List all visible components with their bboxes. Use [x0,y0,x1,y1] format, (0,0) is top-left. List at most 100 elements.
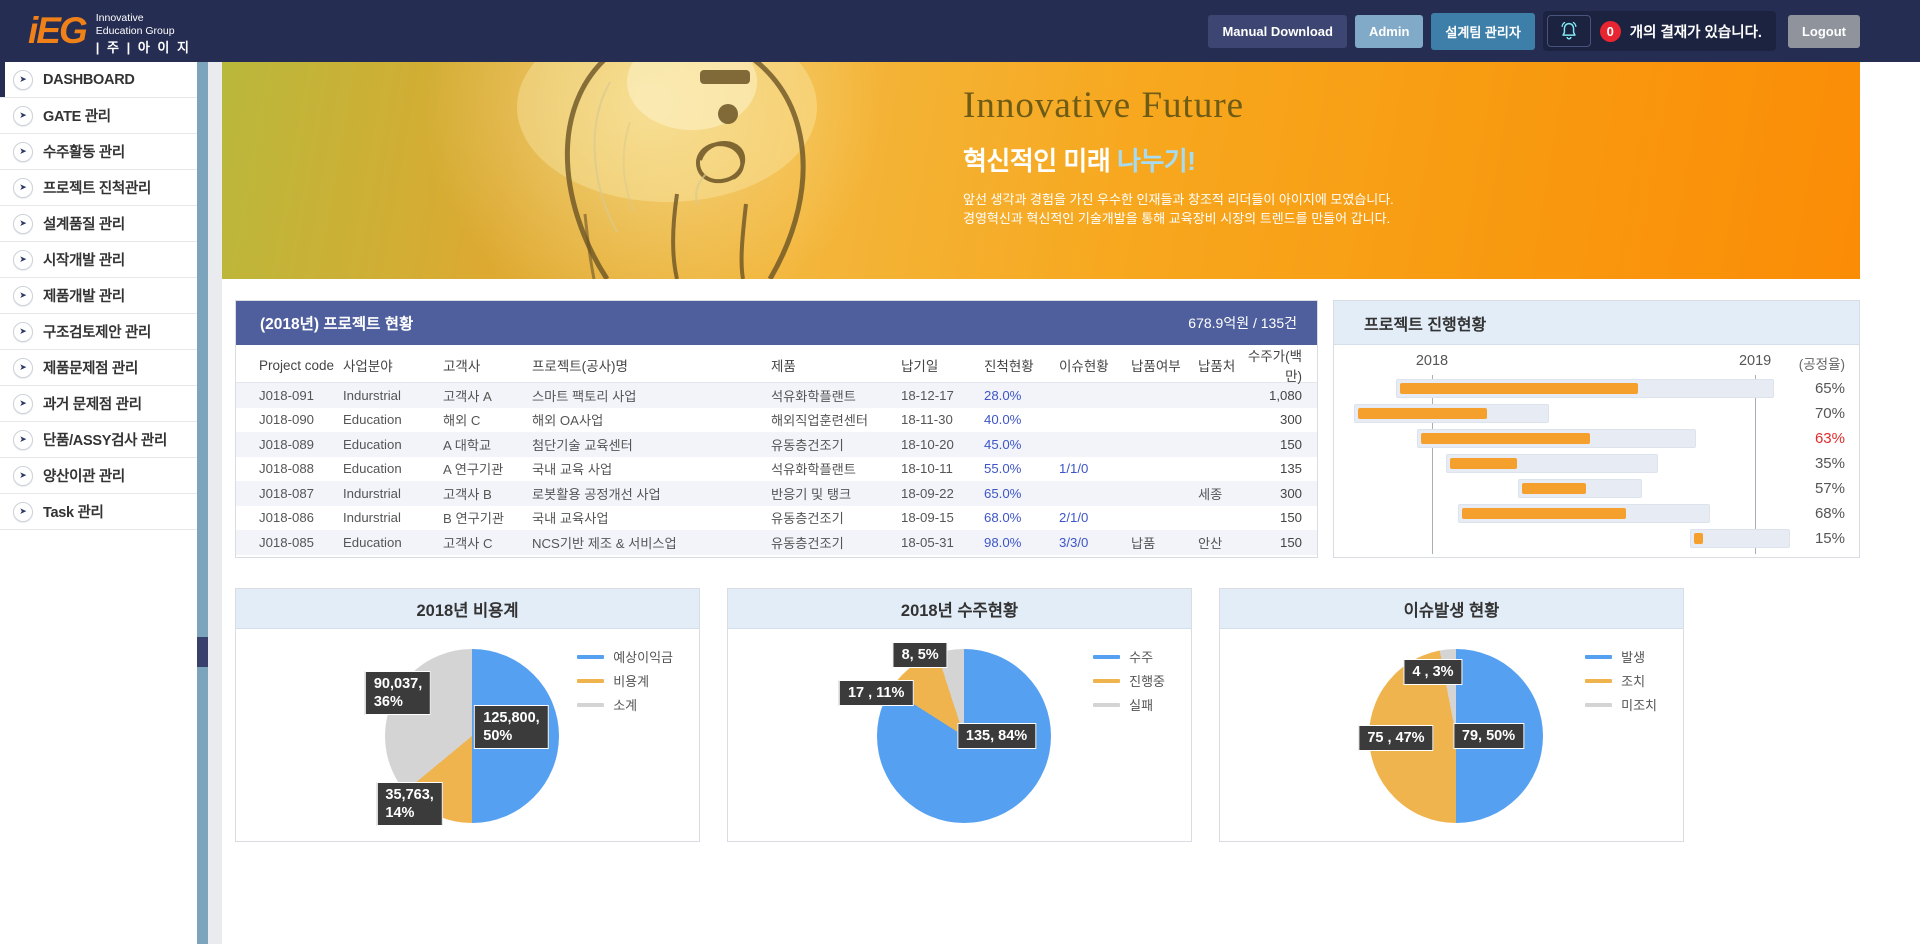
pie-slice-label: 125,800, 50% [474,704,549,749]
legend-swatch [577,702,605,707]
sidebar-item[interactable]: ➤ 프로젝트 진척관리 [0,170,197,206]
gantt-track[interactable] [1445,454,1658,473]
legend-swatch [1585,654,1613,659]
table-cell: 고객사 B [443,486,492,502]
table-cell: 고객사 C [443,535,493,551]
gantt-progress-bar [1693,533,1703,544]
gantt-track[interactable] [1417,429,1697,448]
sidebar-item-label: 양산이관 관리 [43,469,125,485]
gantt-percent-label: 63% [1814,430,1845,447]
legend-item: 실패 [1093,695,1165,714]
sidebar-item[interactable]: ➤ 제품개발 관리 [0,278,197,314]
table-cell-link[interactable]: 65.0% [984,485,1022,501]
sidebar-item[interactable]: ➤ GATE 관리 [0,98,197,134]
pie-slice-label: 8, 5% [892,641,948,668]
table-cell-link[interactable]: 98.0% [984,534,1022,550]
gantt-track[interactable] [1689,529,1790,548]
table-cell-link[interactable]: 28.0% [984,387,1022,403]
table-cell: J018-089 [259,436,314,452]
gantt-progress-bar [1421,433,1590,444]
design-team-admin-button[interactable]: 설계팀 관리자 [1431,12,1535,50]
legend-swatch [1585,678,1613,683]
legend-swatch [1093,678,1121,683]
gantt-track[interactable] [1517,479,1643,498]
column-header: 고객사 [443,359,481,374]
project-progress-panel: 프로젝트 진행현황 2018 2019 (공정율) 65% 70% 63% 35% 57%… [1333,300,1860,558]
sidebar-item-label: Task 관리 [43,505,104,521]
gantt-percent-label: 70% [1814,405,1845,422]
gantt-track[interactable] [1458,504,1711,523]
legend-label: 실패 [1129,698,1154,713]
pie-legend: 수주 진행중 실패 [1093,647,1165,719]
table-cell-link[interactable]: 68.0% [984,510,1022,526]
table-cell-link[interactable]: 55.0% [984,461,1022,477]
table-cell: 반응기 및 탱크 [771,486,852,502]
gantt-row [1351,429,1801,448]
table-cell: 18-12-17 [901,387,954,403]
table-row[interactable]: J018-087 Indurstrial 고객사 B 로봇활용 공정개선 사업 반응기 … [236,481,1317,506]
table-row[interactable]: J018-091 Indurstrial 고객사 A 스마트 팩토리 사업 석유화학플랜… [236,383,1317,408]
table-cell: 안산 [1198,535,1223,551]
arrow-right-icon: ➤ [13,465,33,486]
sidebar-scrollbar-thumb[interactable] [197,637,208,667]
table-cell: Education [343,436,402,452]
sidebar-item[interactable]: ➤ 수주활동 관리 [0,134,197,170]
table-cell: J018-088 [259,461,314,477]
table-cell-link[interactable]: 45.0% [984,436,1022,452]
arrow-right-icon: ➤ [13,321,33,342]
gantt-track[interactable] [1354,404,1549,423]
column-header: 납품여부 [1131,359,1181,374]
gantt-progress-bar [1400,383,1639,394]
sidebar-item[interactable]: ➤ 단품/ASSY검사 관리 [0,422,197,458]
sidebar-item[interactable]: ➤ DASHBOARD [0,62,197,98]
sidebar-item-label: 시작개발 관리 [43,253,125,269]
table-cell-link[interactable]: 2/1/0 [1059,510,1089,526]
column-header: 진척현황 [984,359,1034,374]
sidebar-item[interactable]: ➤ 설계품질 관리 [0,206,197,242]
table-row[interactable]: J018-090 Education 해외 C 해외 OA사업 해외직업훈련센터 18-1… [236,408,1317,433]
table-row[interactable]: J018-089 Education A 대학교 첨단기술 교육센터 유동층건조기 18-… [236,432,1317,457]
logout-button[interactable]: Logout [1787,14,1860,48]
pie-chart-panel: 이슈발생 현황 79, 50% 75 , 47% 4 , 3% 발생 조치 미조치 [1219,588,1684,842]
bell-icon [1561,21,1577,40]
admin-button[interactable]: Admin [1354,14,1424,48]
sidebar-item-label: 수주활동 관리 [43,145,125,161]
manual-download-button[interactable]: Manual Download [1208,14,1347,48]
sidebar-item[interactable]: ➤ 과거 문제점 관리 [0,386,197,422]
arrow-right-icon: ➤ [13,429,33,450]
banner-desc-line2: 경영혁신과 혁신적인 기술개발을 통해 교육장비 시장의 트렌드를 만들어 갑니… [963,211,1391,226]
table-cell-link[interactable]: 40.0% [984,412,1022,428]
legend-item: 비용계 [577,671,673,690]
logo-line2: Education Group [95,25,175,37]
table-row[interactable]: J018-085 Education 고객사 C NCS기반 제조 & 서비스업 유동층… [236,530,1317,555]
table-cell: Indurstrial [343,510,401,526]
sidebar-item[interactable]: ➤ Task 관리 [0,494,197,530]
table-cell-link[interactable]: 1/1/0 [1059,461,1089,477]
sidebar-item[interactable]: ➤ 제품문제점 관리 [0,350,197,386]
legend-label: 미조치 [1621,698,1657,713]
sidebar-item[interactable]: ➤ 시작개발 관리 [0,242,197,278]
pie-slice-label: 4 , 3% [1403,658,1463,685]
logo[interactable]: iEG Innovative Education Group | 주 | 아 이… [28,6,191,56]
table-cell: 스마트 팩토리 사업 [532,388,637,404]
sidebar-item[interactable]: ➤ 구조검토제안 관리 [0,314,197,350]
table-cell: 1,080 [1268,387,1302,403]
column-header: 사업분야 [343,359,393,374]
gantt-track[interactable] [1396,379,1774,398]
legend-swatch [1093,654,1121,659]
sidebar-item[interactable]: ➤ 양산이관 관리 [0,458,197,494]
lightbulb-sketch-illustration [517,62,817,279]
table-cell: 300 [1279,412,1302,428]
table-cell-link[interactable]: 3/3/0 [1059,534,1089,550]
legend-item: 조치 [1585,671,1657,690]
table-row[interactable]: J018-086 Indurstrial B 연구기관 국내 교육사업 유동층건조기 18… [236,506,1317,531]
table-cell: J018-085 [259,534,314,550]
sidebar-item-label: 구조검토제안 관리 [43,325,152,341]
gantt-percent-label: 35% [1814,455,1845,472]
sidebar-scrollbar[interactable] [197,62,208,944]
pie-chart-panel: 2018년 수주현황 135, 84% 17 , 11% 8, 5% 수주 진행중 실패 [727,588,1192,842]
column-header: 수주가(백만) [1247,349,1302,384]
bell-button[interactable] [1546,15,1591,47]
table-cell: 135 [1279,461,1302,477]
table-row[interactable]: J018-088 Education A 연구기관 국내 교육 사업 석유화학플랜트 18… [236,457,1317,482]
